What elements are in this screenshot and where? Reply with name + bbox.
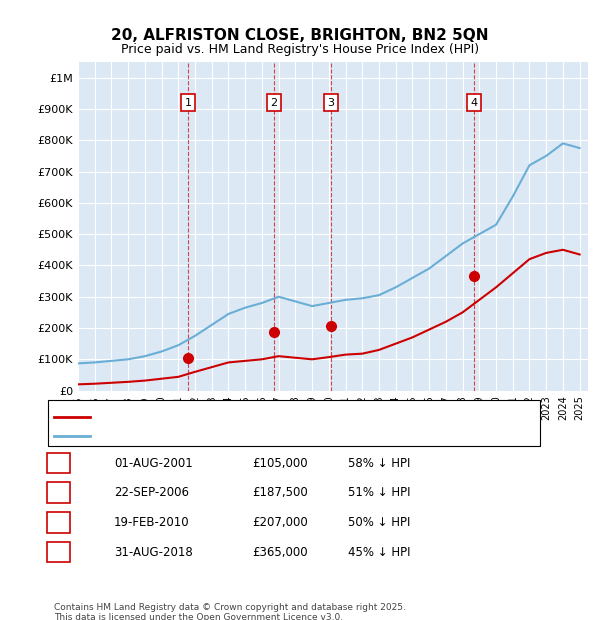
Text: 50% ↓ HPI: 50% ↓ HPI xyxy=(348,516,410,529)
Text: HPI: Average price, detached house, Brighton and Hove: HPI: Average price, detached house, Brig… xyxy=(96,431,386,441)
Text: 4: 4 xyxy=(470,98,477,108)
Text: 20, ALFRISTON CLOSE, BRIGHTON, BN2 5QN: 20, ALFRISTON CLOSE, BRIGHTON, BN2 5QN xyxy=(111,28,489,43)
Text: 58% ↓ HPI: 58% ↓ HPI xyxy=(348,457,410,469)
Text: 20, ALFRISTON CLOSE, BRIGHTON, BN2 5QN (detached house): 20, ALFRISTON CLOSE, BRIGHTON, BN2 5QN (… xyxy=(96,412,422,422)
Text: £187,500: £187,500 xyxy=(252,487,308,499)
Text: 2: 2 xyxy=(271,98,278,108)
Text: 19-FEB-2010: 19-FEB-2010 xyxy=(114,516,190,529)
Text: 2: 2 xyxy=(55,488,62,498)
Text: 1: 1 xyxy=(185,98,191,108)
Text: 01-AUG-2001: 01-AUG-2001 xyxy=(114,457,193,469)
Text: 1: 1 xyxy=(55,458,62,468)
Text: Contains HM Land Registry data © Crown copyright and database right 2025.
This d: Contains HM Land Registry data © Crown c… xyxy=(54,603,406,620)
Text: 4: 4 xyxy=(55,547,62,557)
Text: 3: 3 xyxy=(55,518,62,528)
Text: £365,000: £365,000 xyxy=(252,546,308,559)
Text: 3: 3 xyxy=(328,98,334,108)
Text: 31-AUG-2018: 31-AUG-2018 xyxy=(114,546,193,559)
Text: £207,000: £207,000 xyxy=(252,516,308,529)
Text: £105,000: £105,000 xyxy=(252,457,308,469)
Text: 45% ↓ HPI: 45% ↓ HPI xyxy=(348,546,410,559)
Text: Price paid vs. HM Land Registry's House Price Index (HPI): Price paid vs. HM Land Registry's House … xyxy=(121,43,479,56)
Text: 22-SEP-2006: 22-SEP-2006 xyxy=(114,487,189,499)
Text: 51% ↓ HPI: 51% ↓ HPI xyxy=(348,487,410,499)
